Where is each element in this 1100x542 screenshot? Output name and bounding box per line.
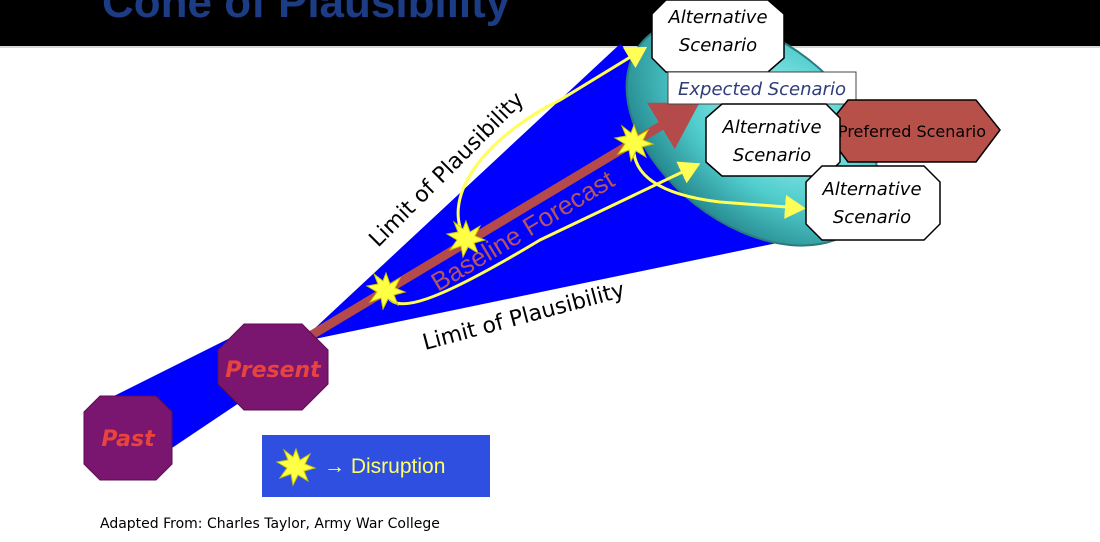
alt-scenario-2-line2: Scenario xyxy=(733,145,811,166)
present-label: Present xyxy=(225,358,322,383)
expected-scenario: Expected Scenario xyxy=(667,71,857,105)
disruption-burst xyxy=(613,123,655,163)
alt-scenario-1-line2: Scenario xyxy=(679,35,757,56)
past-octagon: Past xyxy=(83,395,173,481)
alternative-scenario-3: Alternative Scenario xyxy=(805,165,941,241)
legend-label: → Disruption xyxy=(324,455,445,478)
preferred-scenario: Preferred Scenario xyxy=(823,99,1001,163)
alt-scenario-1-line1: Alternative xyxy=(667,7,767,28)
title-divider xyxy=(0,46,1100,48)
present-octagon: Present xyxy=(217,323,329,411)
source-credit: Adapted From: Charles Taylor, Army War C… xyxy=(100,516,440,532)
alt-path-upper xyxy=(456,46,648,241)
alt-scenario-3-line1: Alternative xyxy=(821,179,921,200)
title-bar: Cone of Plausibility xyxy=(0,0,1100,46)
disruption-burst xyxy=(445,219,487,259)
legend: → Disruption xyxy=(262,435,490,497)
disruption-burst xyxy=(365,271,407,311)
preferred-scenario-label: Preferred Scenario xyxy=(838,122,986,141)
alternative-scenario-1: Alternative Scenario xyxy=(651,0,785,73)
alternative-scenario-2: Alternative Scenario xyxy=(705,103,841,177)
legend-burst-icon xyxy=(275,447,317,487)
past-label: Past xyxy=(101,427,156,452)
alt-scenario-3-line2: Scenario xyxy=(833,207,911,228)
slide-title: Cone of Plausibility xyxy=(102,0,511,27)
expected-scenario-label: Expected Scenario xyxy=(678,79,846,100)
alt-scenario-2-line1: Alternative xyxy=(721,117,821,138)
